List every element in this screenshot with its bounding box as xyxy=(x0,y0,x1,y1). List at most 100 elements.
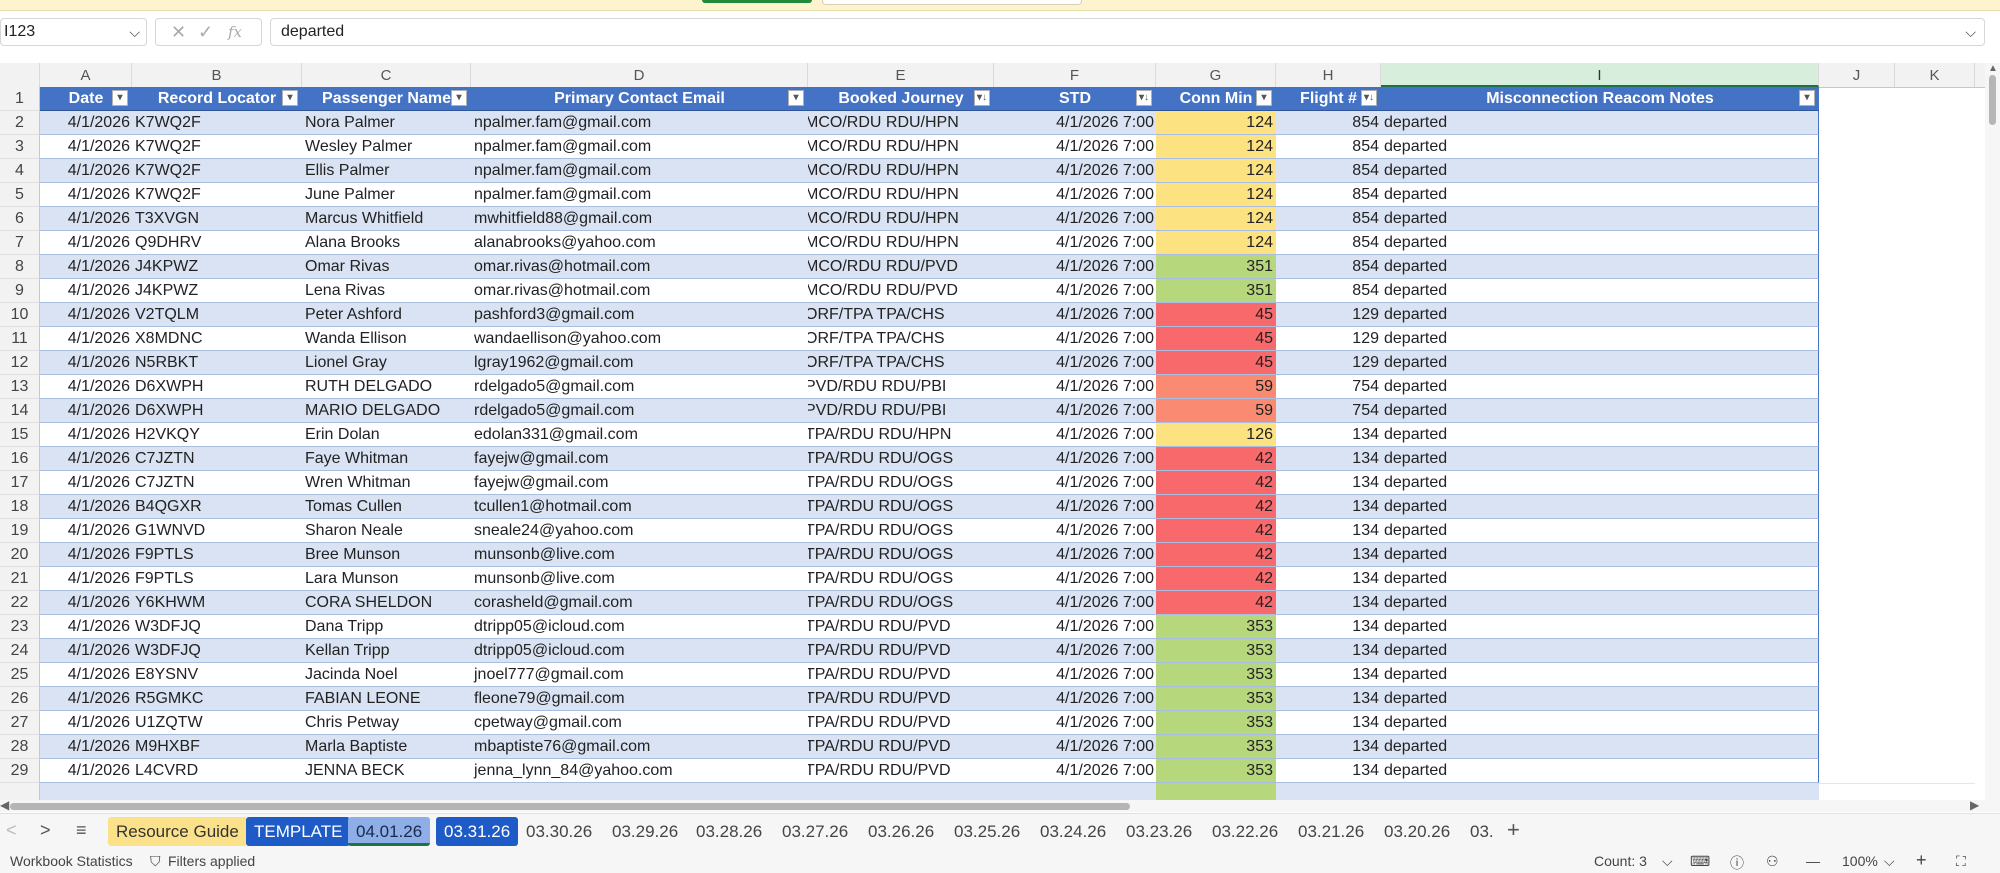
notes-cell[interactable]: departed xyxy=(1381,687,1819,711)
conn-min-cell[interactable]: 353 xyxy=(1156,711,1276,735)
email-cell[interactable]: jnoel777@gmail.com xyxy=(471,663,808,687)
std-cell[interactable]: 4/1/2026 7:00 xyxy=(994,375,1156,399)
empty-cell[interactable] xyxy=(1895,183,1975,208)
empty-cell[interactable] xyxy=(1895,279,1975,304)
journey-cell[interactable]: TPA/RDU RDU/OGS xyxy=(808,543,994,567)
std-cell[interactable]: 4/1/2026 7:00 xyxy=(994,183,1156,207)
std-cell[interactable]: 4/1/2026 7:00 xyxy=(994,351,1156,375)
email-cell[interactable]: fayejw@gmail.com xyxy=(471,447,808,471)
std-cell[interactable]: 4/1/2026 7:00 xyxy=(994,591,1156,615)
enter-icon[interactable]: ✓ xyxy=(198,22,214,42)
journey-cell[interactable]: TPA/RDU RDU/OGS xyxy=(808,447,994,471)
row-header[interactable]: 6 xyxy=(0,207,40,231)
date-cell[interactable]: 4/1/2026 xyxy=(40,183,132,207)
zoom-level[interactable]: 100% xyxy=(1842,853,1878,869)
sheet-tab[interactable]: 03.31.26 xyxy=(436,817,519,846)
passenger-name-cell[interactable]: Marla Baptiste xyxy=(302,735,471,759)
flight-cell[interactable]: 134 xyxy=(1276,567,1381,591)
date-cell[interactable]: 4/1/2026 xyxy=(40,759,132,783)
empty-cell[interactable] xyxy=(1895,327,1975,352)
row-header[interactable]: 18 xyxy=(0,495,40,519)
email-cell[interactable]: munsonb@live.com xyxy=(471,567,808,591)
journey-cell[interactable]: PVD/RDU RDU/PBI xyxy=(808,375,994,399)
all-sheets-menu-icon[interactable]: ≡ xyxy=(76,820,87,840)
journey-cell[interactable]: TPA/RDU RDU/HPN xyxy=(808,423,994,447)
empty-cell[interactable] xyxy=(1819,399,1895,424)
header-cell-record-locator[interactable]: Record Locator ▾ xyxy=(132,87,302,111)
empty-cell[interactable] xyxy=(1819,135,1895,160)
std-cell[interactable]: 4/1/2026 7:00 xyxy=(994,279,1156,303)
column-header-j[interactable]: J xyxy=(1819,63,1895,87)
header-cell-date[interactable]: Date ▾ xyxy=(40,87,132,111)
empty-cell[interactable] xyxy=(1895,663,1975,688)
email-cell[interactable]: npalmer.fam@gmail.com xyxy=(471,159,808,183)
expand-formula-icon[interactable]: ⌵ xyxy=(1965,24,1976,40)
column-header-i[interactable]: I xyxy=(1381,63,1819,87)
date-cell[interactable]: 4/1/2026 xyxy=(40,375,132,399)
empty-cell[interactable] xyxy=(1819,495,1895,520)
passenger-name-cell[interactable]: Erin Dolan xyxy=(302,423,471,447)
email-cell[interactable]: alanabrooks@yahoo.com xyxy=(471,231,808,255)
row-header[interactable]: 7 xyxy=(0,231,40,255)
date-cell[interactable]: 4/1/2026 xyxy=(40,327,132,351)
empty-cell[interactable] xyxy=(1895,519,1975,544)
record-locator-cell[interactable]: G1WNVD xyxy=(132,519,302,543)
email-cell[interactable]: mbaptiste76@gmail.com xyxy=(471,735,808,759)
empty-cell[interactable] xyxy=(1819,423,1895,448)
row-header[interactable]: 3 xyxy=(0,135,40,159)
empty-cell[interactable] xyxy=(1895,639,1975,664)
conn-min-cell[interactable] xyxy=(1156,783,1276,800)
std-cell[interactable]: 4/1/2026 7:00 xyxy=(994,495,1156,519)
journey-cell[interactable]: TPA/RDU RDU/OGS xyxy=(808,471,994,495)
date-cell[interactable] xyxy=(40,783,132,800)
record-locator-cell[interactable]: K7WQ2F xyxy=(132,159,302,183)
email-cell[interactable]: pashford3@gmail.com xyxy=(471,303,808,327)
empty-cell[interactable] xyxy=(1895,255,1975,280)
flight-cell[interactable]: 134 xyxy=(1276,591,1381,615)
select-all-corner[interactable] xyxy=(0,63,40,87)
flight-cell[interactable]: 129 xyxy=(1276,303,1381,327)
notes-cell[interactable]: departed xyxy=(1381,423,1819,447)
chevron-down-icon[interactable]: ⌵ xyxy=(1884,853,1895,869)
passenger-name-cell[interactable]: Tomas Cullen xyxy=(302,495,471,519)
flight-cell[interactable]: 854 xyxy=(1276,207,1381,231)
column-header-h[interactable]: H xyxy=(1276,63,1381,87)
name-box[interactable]: I123 ⌵ xyxy=(0,18,147,46)
empty-cell[interactable] xyxy=(1895,759,1975,784)
sheet-tab[interactable]: 04.01.26 xyxy=(348,817,431,846)
journey-cell[interactable]: MCO/RDU RDU/HPN xyxy=(808,135,994,159)
sheet-tab[interactable]: TEMPLATE xyxy=(246,817,351,846)
accessibility-icon[interactable]: ⚇ xyxy=(1766,853,1779,869)
flight-cell[interactable]: 134 xyxy=(1276,543,1381,567)
row-header[interactable]: 24 xyxy=(0,639,40,663)
journey-cell[interactable]: TPA/RDU RDU/OGS xyxy=(808,591,994,615)
flight-cell[interactable]: 129 xyxy=(1276,351,1381,375)
notes-cell[interactable]: departed xyxy=(1381,375,1819,399)
date-cell[interactable]: 4/1/2026 xyxy=(40,567,132,591)
email-cell[interactable]: omar.rivas@hotmail.com xyxy=(471,255,808,279)
passenger-name-cell[interactable]: Jacinda Noel xyxy=(302,663,471,687)
flight-cell[interactable]: 854 xyxy=(1276,255,1381,279)
flight-cell[interactable]: 754 xyxy=(1276,375,1381,399)
notes-cell[interactable]: departed xyxy=(1381,159,1819,183)
empty-cell[interactable] xyxy=(1819,711,1895,736)
row-header[interactable]: 5 xyxy=(0,183,40,207)
empty-cell[interactable] xyxy=(1819,567,1895,592)
empty-cell[interactable] xyxy=(1895,111,1975,136)
notes-cell[interactable]: departed xyxy=(1381,519,1819,543)
record-locator-cell[interactable]: D6XWPH xyxy=(132,375,302,399)
email-cell[interactable]: omar.rivas@hotmail.com xyxy=(471,279,808,303)
empty-cell[interactable] xyxy=(1819,351,1895,376)
flight-cell[interactable]: 134 xyxy=(1276,423,1381,447)
std-cell[interactable]: 4/1/2026 7:00 xyxy=(994,471,1156,495)
conn-min-cell[interactable]: 42 xyxy=(1156,591,1276,615)
date-cell[interactable]: 4/1/2026 xyxy=(40,687,132,711)
notification-secondary-button[interactable] xyxy=(822,0,1082,5)
record-locator-cell[interactable]: D6XWPH xyxy=(132,399,302,423)
flight-cell[interactable]: 854 xyxy=(1276,111,1381,135)
journey-cell[interactable]: ORF/TPA TPA/CHS xyxy=(808,303,994,327)
sheet-tab[interactable]: 03.23.26 xyxy=(1126,822,1193,841)
journey-cell[interactable]: TPA/RDU RDU/OGS xyxy=(808,495,994,519)
notes-cell[interactable]: departed xyxy=(1381,279,1819,303)
row-header[interactable]: 23 xyxy=(0,615,40,639)
